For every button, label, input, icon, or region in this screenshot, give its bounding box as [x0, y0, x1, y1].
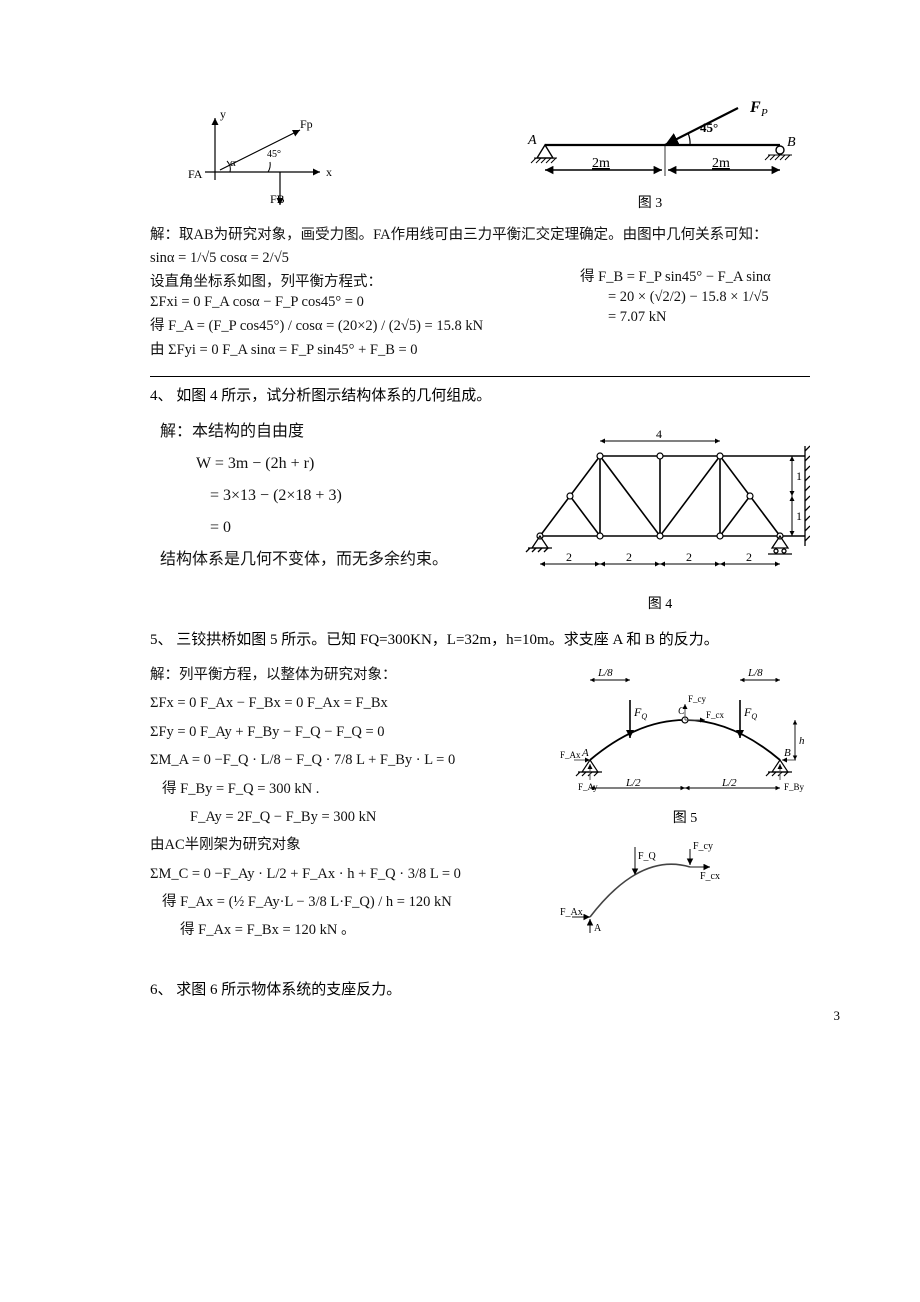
- svg-text:2m: 2m: [712, 156, 730, 171]
- p4-l1: 解：本结构的自由度: [160, 416, 490, 448]
- svg-text:F_cy: F_cy: [693, 841, 713, 852]
- svg-text:F: F: [749, 100, 761, 116]
- svg-text:FQ: FQ: [633, 705, 647, 721]
- figure-5-sub: F_Ax A F_Q F_cy F_cx: [560, 827, 720, 937]
- problem3-figures: y x FA FB Fp 45° α: [150, 100, 810, 215]
- p5-l5: 得 F_By = F_Q = 300 kN .: [162, 777, 540, 802]
- svg-text:2: 2: [566, 550, 572, 564]
- p5-l7: 由AC半刚架为研究对象: [150, 833, 540, 858]
- svg-text:2m: 2m: [592, 156, 610, 171]
- svg-text:y: y: [220, 107, 226, 121]
- svg-text:F_cy: F_cy: [688, 694, 707, 704]
- p3-r3: = 7.07 kN: [608, 309, 810, 326]
- svg-text:2: 2: [746, 550, 752, 564]
- svg-text:45°: 45°: [267, 149, 281, 160]
- p3-intro: 解：取AB为研究对象，画受力图。FA作用线可由三力平衡汇交定理确定。由图中几何关…: [150, 223, 810, 244]
- p5-l3: ΣFy = 0 F_Ay + F_By − F_Q − F_Q = 0: [150, 720, 540, 745]
- svg-text:2: 2: [686, 550, 692, 564]
- p5-l4: ΣM_A = 0 −F_Q · L/8 − F_Q · 7/8 L + F_By…: [150, 748, 540, 773]
- problem5-solution: 解：列平衡方程，以整体为研究对象： ΣFx = 0 F_Ax − F_Bx = …: [150, 660, 540, 947]
- svg-text:A: A: [594, 923, 602, 934]
- svg-text:FQ: FQ: [743, 705, 757, 721]
- p3-sincos: sinα = 1/√5 cosα = 2/√5: [150, 250, 560, 267]
- svg-text:F_Q: F_Q: [638, 851, 657, 862]
- p5-l2: ΣFx = 0 F_Ax − F_Bx = 0 F_Ax = F_Bx: [150, 691, 540, 716]
- figure-3: F P 45° A B 2m 2m 图 3: [490, 100, 810, 212]
- figure-3-caption: 图 3: [490, 192, 810, 212]
- p3-eq1: ΣFxi = 0 F_A cosα − F_P cos45° = 0: [150, 294, 560, 311]
- svg-text:F_Ax: F_Ax: [560, 907, 583, 918]
- svg-text:F_cx: F_cx: [706, 710, 725, 720]
- figure-4: 4 2 2 2 2 1 1 图 4: [510, 416, 810, 613]
- svg-text:F_Ax: F_Ax: [560, 750, 581, 760]
- svg-text:Fp: Fp: [300, 117, 313, 131]
- problem6-title: 6、 求图 6 所示物体系统的支座反力。: [150, 977, 810, 1004]
- p5-l9: 得 F_Ax = (½ F_Ay·L − 3/8 L·F_Q) / h = 12…: [162, 890, 540, 915]
- p3-r2: = 20 × (√2/2) − 15.8 × 1/√5: [608, 289, 810, 306]
- svg-text:F_cx: F_cx: [700, 871, 720, 882]
- p3-coord: 设直角坐标系如图，列平衡方程式：: [150, 270, 560, 291]
- svg-text:B: B: [787, 135, 796, 150]
- svg-text:4: 4: [656, 427, 662, 441]
- figure-5: FQ FQ F_Ax F_Ay F_By F_cx F_cy: [560, 660, 810, 942]
- svg-text:1: 1: [796, 509, 802, 523]
- svg-text:FA: FA: [188, 167, 203, 181]
- problem3-solution: 解：取AB为研究对象，画受力图。FA作用线可由三力平衡汇交定理确定。由图中几何关…: [150, 223, 810, 362]
- p4-l2: W = 3m − (2h + r): [196, 448, 490, 480]
- problem4-solution: 解：本结构的自由度 W = 3m − (2h + r) = 3×13 − (2×…: [160, 416, 490, 576]
- p3-r1: 得 F_B = F_P sin45° − F_A sinα: [580, 265, 810, 286]
- svg-text:C: C: [678, 706, 685, 717]
- svg-text:P: P: [760, 107, 768, 119]
- svg-text:2: 2: [626, 550, 632, 564]
- figure-4-caption: 图 4: [510, 593, 810, 613]
- p5-l1: 解：列平衡方程，以整体为研究对象：: [150, 663, 540, 688]
- p4-l4: = 0: [210, 512, 490, 544]
- svg-text:L/8: L/8: [747, 667, 763, 679]
- p5-l8: ΣM_C = 0 −F_Ay · L/2 + F_Ax · h + F_Q · …: [150, 862, 540, 887]
- svg-text:B: B: [784, 747, 791, 759]
- svg-text:A: A: [527, 133, 537, 148]
- svg-text:F_By: F_By: [784, 782, 805, 792]
- divider-1: [150, 376, 810, 377]
- problem5-title: 5、 三铰拱桥如图 5 所示。已知 FQ=300KN，L=32m，h=10m。求…: [150, 627, 810, 654]
- p5-l10: 得 F_Ax = F_Bx = 120 kN 。: [180, 918, 540, 943]
- svg-text:L/8: L/8: [597, 667, 613, 679]
- problem4-title: 4、 如图 4 所示，试分析图示结构体系的几何组成。: [150, 383, 810, 410]
- svg-text:x: x: [326, 165, 332, 179]
- svg-text:F_Ay: F_Ay: [578, 782, 598, 792]
- svg-text:L/2: L/2: [721, 777, 737, 789]
- svg-text:h: h: [799, 735, 805, 747]
- p3-eq3: 由 ΣFyi = 0 F_A sinα = F_P sin45° + F_B =…: [150, 338, 560, 359]
- svg-text:α: α: [230, 157, 236, 169]
- fbd-sketch: y x FA FB Fp 45° α: [150, 100, 370, 215]
- page-number: 3: [834, 1008, 841, 1024]
- figure-5-caption: 图 5: [560, 807, 810, 827]
- svg-text:A: A: [581, 747, 589, 759]
- svg-text:1: 1: [796, 469, 802, 483]
- svg-text:45°: 45°: [700, 120, 718, 135]
- svg-text:FB: FB: [270, 192, 285, 206]
- p5-l6: F_Ay = 2F_Q − F_By = 300 kN: [190, 805, 540, 830]
- svg-text:L/2: L/2: [625, 777, 641, 789]
- p4-l3: = 3×13 − (2×18 + 3): [210, 480, 490, 512]
- p3-eq2: 得 F_A = (F_P cos45°) / cosα = (20×2) / (…: [150, 314, 560, 335]
- p4-l5: 结构体系是几何不变体，而无多余约束。: [160, 544, 490, 576]
